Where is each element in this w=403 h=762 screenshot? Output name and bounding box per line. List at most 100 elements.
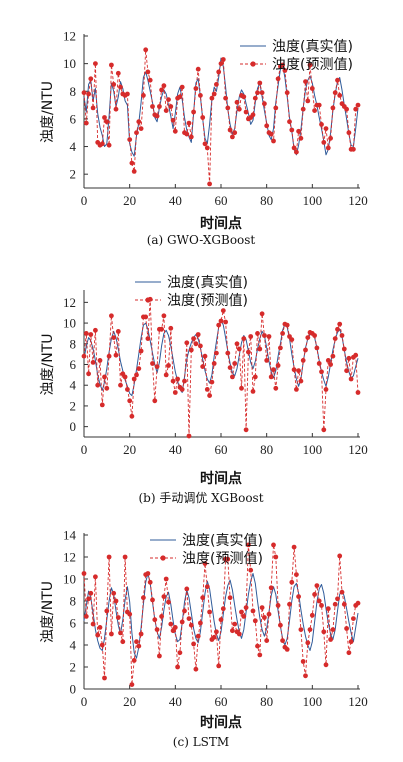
predicted-point <box>81 571 87 576</box>
predicted-point <box>262 101 267 107</box>
predicted-point <box>95 382 101 388</box>
predicted-point <box>163 576 169 582</box>
predicted-point <box>81 353 87 359</box>
predicted-point <box>161 313 167 319</box>
predicted-point <box>223 319 229 325</box>
predicted-point <box>275 363 281 368</box>
y-tick-label: 4 <box>70 139 77 154</box>
predicted-point <box>266 611 272 617</box>
x-tick-label: 60 <box>215 193 228 208</box>
predicted-point <box>255 643 260 649</box>
predicted-point <box>319 603 324 608</box>
predicted-point <box>243 427 249 433</box>
predicted-point <box>289 579 295 585</box>
predicted-point <box>223 95 229 101</box>
predicted-point <box>305 640 311 646</box>
predicted-point <box>255 90 260 96</box>
predicted-point <box>234 341 240 347</box>
predicted-point <box>118 84 123 90</box>
predicted-point <box>344 368 349 374</box>
predicted-point <box>278 345 283 351</box>
predicted-point <box>268 585 274 591</box>
predicted-point <box>216 663 222 669</box>
predicted-point <box>232 130 238 136</box>
predicted-point <box>264 358 270 363</box>
predicted-point <box>154 113 160 119</box>
predicted-point <box>134 639 139 645</box>
predicted-point <box>218 318 224 324</box>
y-tick-label: 10 <box>63 56 76 71</box>
predicted-point <box>202 141 208 147</box>
predicted-point <box>106 142 112 148</box>
predicted-point <box>211 634 217 640</box>
predicted-point <box>127 611 133 617</box>
panel-caption: (b) 手动调优 XGBoost <box>138 491 263 505</box>
predicted-point <box>172 128 178 134</box>
predicted-point <box>136 119 142 125</box>
predicted-point <box>186 616 192 621</box>
predicted-point <box>186 120 192 126</box>
x-tick-label: 20 <box>123 442 136 457</box>
predicted-point <box>227 595 233 601</box>
predicted-point <box>88 332 94 337</box>
predicted-point <box>115 329 121 334</box>
predicted-point <box>305 98 311 104</box>
y-tick-label: 14 <box>63 528 77 543</box>
predicted-point <box>294 149 299 155</box>
predicted-point <box>172 625 178 630</box>
predicted-point <box>198 620 203 626</box>
predicted-point <box>109 62 114 68</box>
predicted-point <box>193 86 199 91</box>
predicted-point <box>355 600 361 606</box>
predicted-point <box>278 622 283 628</box>
predicted-point <box>191 109 197 115</box>
predicted-point <box>115 70 121 76</box>
x-tick-label: 0 <box>81 442 88 457</box>
predicted-point <box>250 608 256 614</box>
legend-predicted-marker <box>250 61 256 67</box>
predicted-point <box>250 389 256 394</box>
predicted-point <box>316 361 322 366</box>
predicted-point <box>97 625 103 630</box>
predicted-point <box>252 618 258 624</box>
predicted-point <box>330 105 336 111</box>
x-tick-label: 20 <box>123 193 136 208</box>
predicted-point <box>346 650 352 656</box>
predicted-point <box>230 134 235 140</box>
y-tick-label: 6 <box>70 111 77 126</box>
predicted-point <box>232 361 238 366</box>
y-axis-label: 浊度/NTU <box>40 581 56 643</box>
predicted-point <box>264 123 270 129</box>
predicted-point <box>241 94 247 100</box>
predicted-point <box>207 393 213 398</box>
legend-label: 浊度(真实值) <box>182 533 263 549</box>
x-tick-label: 120 <box>348 694 368 709</box>
predicted-point <box>122 374 128 380</box>
predicted-point <box>250 112 256 118</box>
predicted-point <box>147 579 153 585</box>
predicted-point <box>177 650 183 656</box>
predicted-point <box>198 93 203 98</box>
predicted-point <box>323 662 329 668</box>
y-tick-label: 8 <box>70 336 77 351</box>
predicted-point <box>321 427 327 433</box>
predicted-point <box>325 358 331 363</box>
predicted-point <box>200 595 206 601</box>
predicted-point <box>273 385 279 391</box>
predicted-point <box>291 367 297 373</box>
predicted-point <box>122 554 128 560</box>
predicted-point <box>337 321 343 327</box>
predicted-point <box>127 137 133 143</box>
predicted-point <box>179 619 185 625</box>
predicted-point <box>166 363 171 368</box>
predicted-point <box>280 62 285 68</box>
predicted-point <box>268 131 274 137</box>
x-tick-label: 0 <box>81 193 88 208</box>
predicted-point <box>147 77 153 83</box>
predicted-point <box>202 561 208 566</box>
predicted-point <box>273 105 279 111</box>
x-tick-label: 40 <box>169 694 182 709</box>
predicted-point <box>113 598 119 604</box>
predicted-point <box>104 385 110 391</box>
